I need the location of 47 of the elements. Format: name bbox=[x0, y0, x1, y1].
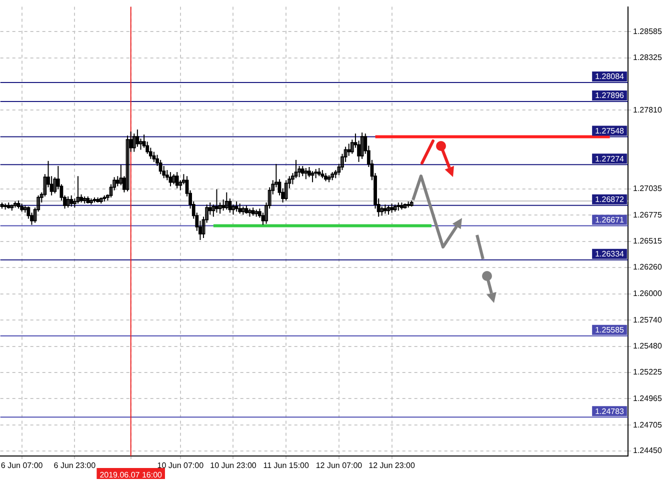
y-tick-label: 1.27810 bbox=[633, 105, 662, 114]
candlestick bbox=[139, 138, 142, 150]
x-tick-label: 2019.06.07 16:00 bbox=[100, 470, 163, 480]
y-tick-label: 1.24705 bbox=[633, 420, 662, 430]
candlestick bbox=[132, 133, 136, 152]
y-tick-label: 1.24965 bbox=[633, 394, 662, 403]
candlestick bbox=[360, 132, 364, 160]
candlestick bbox=[314, 168, 318, 179]
candlestick bbox=[232, 204, 235, 216]
ref-line-label: 1.26872 bbox=[595, 195, 625, 204]
candlestick bbox=[66, 196, 70, 208]
x-tick-label: 10 Jun 23:00 bbox=[210, 461, 257, 470]
ref-line-label: 1.26671 bbox=[595, 215, 625, 224]
ref-line-label: 1.28084 bbox=[595, 72, 625, 82]
candlestick bbox=[172, 174, 176, 185]
candlestick bbox=[284, 180, 288, 201]
x-tick-label: 12 Jun 07:00 bbox=[316, 461, 363, 470]
ref-line-label: 1.27896 bbox=[595, 91, 625, 100]
x-tick-label: 12 Jun 23:00 bbox=[368, 461, 416, 470]
ref-line-label: 1.27548 bbox=[595, 126, 625, 136]
candlestick bbox=[119, 164, 123, 186]
y-tick-label: 1.26775 bbox=[633, 210, 662, 220]
x-tick-label: 6 Jun 23:00 bbox=[54, 461, 96, 470]
x-tick-label: 10 Jun 07:00 bbox=[157, 461, 204, 470]
y-tick-label: 1.26260 bbox=[633, 262, 662, 272]
candlestick bbox=[76, 176, 80, 204]
y-tick-label: 1.25225 bbox=[633, 368, 662, 377]
x-tick-label: 6 Jun 07:00 bbox=[0, 461, 44, 470]
y-tick-label: 1.26000 bbox=[633, 288, 662, 298]
y-tick-label: 1.25740 bbox=[633, 315, 662, 324]
y-tick-label: 1.26515 bbox=[633, 236, 662, 246]
candlestick bbox=[380, 206, 384, 216]
candlestick bbox=[386, 205, 390, 216]
ref-line-label: 1.27274 bbox=[595, 154, 625, 164]
y-tick-label: 1.25480 bbox=[633, 342, 662, 351]
ref-line-label: 1.26334 bbox=[595, 250, 625, 259]
y-tick-label: 1.27035 bbox=[633, 184, 662, 194]
y-tick-label: 1.28325 bbox=[633, 53, 662, 62]
candlestick bbox=[224, 192, 228, 210]
candlestick bbox=[310, 170, 314, 183]
y-tick-label: 1.28585 bbox=[633, 26, 662, 36]
candlestick bbox=[304, 168, 308, 180]
y-tick-label: 1.24450 bbox=[633, 446, 662, 456]
ref-line-label: 1.24783 bbox=[595, 406, 625, 416]
x-tick-label: 11 Jun 15:00 bbox=[263, 461, 310, 470]
ref-line-label: 1.25585 bbox=[595, 326, 625, 335]
candlestick bbox=[126, 135, 130, 192]
